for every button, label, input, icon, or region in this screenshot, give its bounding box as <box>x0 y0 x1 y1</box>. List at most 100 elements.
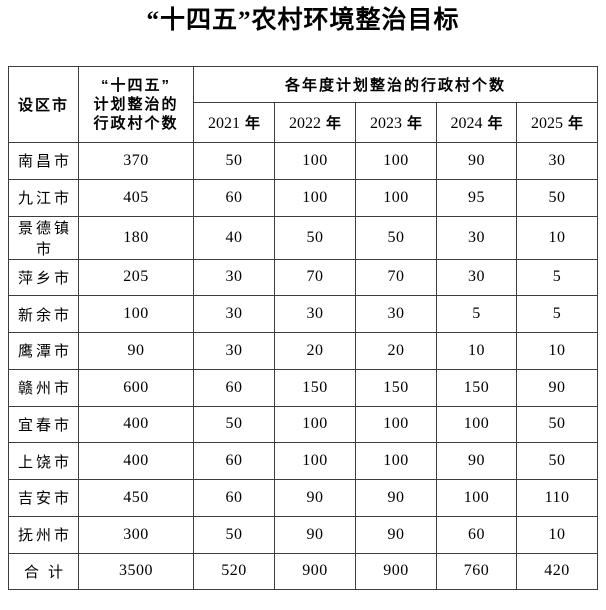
year-number: 2023 <box>369 115 402 132</box>
value-cell: 900 <box>355 552 437 591</box>
value-cell: 30 <box>193 295 275 333</box>
value-cell: 90 <box>78 332 194 370</box>
value-cell: 50 <box>515 178 599 217</box>
header-years-group-cell: 各年度计划整治的行政村个数 <box>192 66 599 103</box>
year-number: 2022 <box>288 115 321 132</box>
value-cell: 90 <box>274 479 356 517</box>
table-row: 上饶市 400 60 100 100 90 50 <box>8 442 599 480</box>
value-cell: 150 <box>436 368 517 407</box>
value-cell: 40 <box>193 215 275 260</box>
value-cell: 100 <box>274 442 356 480</box>
year-number: 2025 <box>531 115 564 132</box>
value-cell: 60 <box>436 515 517 554</box>
value-cell: 100 <box>274 178 356 217</box>
value-cell: 10 <box>515 332 599 370</box>
value-cell: 405 <box>78 178 194 217</box>
city-cell: 吉安市 <box>8 479 79 517</box>
city-cell: 鹰潭市 <box>8 332 79 370</box>
value-cell: 95 <box>436 178 517 217</box>
table-row: 吉安市 450 60 90 90 100 110 <box>8 479 599 517</box>
table-row: 新余市 100 30 30 30 5 5 <box>8 295 599 333</box>
table-row: 萍乡市 205 30 70 70 30 5 <box>8 258 599 297</box>
header-year-2022: 2022 年 <box>274 102 356 143</box>
total-row: 合计 3500 520 900 900 760 420 <box>8 552 599 591</box>
value-cell: 30 <box>274 295 356 333</box>
value-cell: 110 <box>515 479 599 517</box>
value-cell: 370 <box>78 142 194 180</box>
value-cell: 180 <box>78 215 194 260</box>
value-cell: 60 <box>193 178 275 217</box>
year-unit: 年 <box>568 115 584 132</box>
value-cell: 5 <box>515 295 599 333</box>
value-cell: 300 <box>78 515 194 554</box>
value-cell: 30 <box>436 258 517 297</box>
value-cell: 20 <box>355 332 437 370</box>
value-cell: 50 <box>515 405 599 444</box>
value-cell: 20 <box>274 332 356 370</box>
header-year-2025: 2025 年 <box>515 102 599 143</box>
value-cell: 100 <box>355 442 437 480</box>
table-row: 九江市 405 60 100 100 95 50 <box>8 178 599 217</box>
year-unit: 年 <box>244 115 260 132</box>
value-cell: 420 <box>515 552 599 591</box>
value-cell: 100 <box>355 405 437 444</box>
header-row-group: 设区市 “十四五” 计划整治的 行政村个数 各年度计划整治的行政村个数 <box>8 66 599 143</box>
value-cell: 10 <box>515 215 599 260</box>
value-cell: 30 <box>193 332 275 370</box>
header-plan-line: 计划整治的 <box>93 96 179 113</box>
value-cell: 60 <box>193 368 275 407</box>
value-cell: 90 <box>515 368 599 407</box>
header-plan-line: “十四五” <box>100 77 171 94</box>
value-cell: 50 <box>274 215 356 260</box>
year-number: 2024 <box>450 115 483 132</box>
value-cell: 400 <box>78 442 194 480</box>
value-cell: 520 <box>193 552 275 591</box>
value-cell: 90 <box>355 515 437 554</box>
value-cell: 10 <box>515 515 599 554</box>
value-cell: 70 <box>355 258 437 297</box>
value-cell: 90 <box>436 442 517 480</box>
value-cell: 100 <box>436 405 517 444</box>
value-cell: 100 <box>78 295 194 333</box>
document-page: “十四五”农村环境整治目标 设区市 “十四五” 计划整治的 行政村个数 各年度计… <box>0 6 606 591</box>
city-cell: 萍乡市 <box>8 258 79 297</box>
header-row-years: 2021 年 2022 年 2023 年 2024 年 2025 年 <box>9 102 599 143</box>
value-cell: 90 <box>436 142 517 180</box>
year-unit: 年 <box>406 115 422 132</box>
header-year-2021: 2021 年 <box>193 102 275 143</box>
value-cell: 400 <box>78 405 194 444</box>
value-cell: 90 <box>355 479 437 517</box>
header-year-2023: 2023 年 <box>355 102 437 143</box>
value-cell: 30 <box>193 258 275 297</box>
city-cell: 新余市 <box>8 295 79 333</box>
value-cell: 10 <box>436 332 517 370</box>
value-cell: 30 <box>515 142 599 180</box>
city-cell: 景德镇市 <box>8 215 79 260</box>
city-cell: 合计 <box>8 552 79 591</box>
city-cell: 宜春市 <box>8 405 79 444</box>
value-cell: 3500 <box>78 552 194 591</box>
value-cell: 100 <box>355 178 437 217</box>
value-cell: 70 <box>274 258 356 297</box>
header-year-2024: 2024 年 <box>436 102 517 143</box>
value-cell: 205 <box>78 258 194 297</box>
table-row: 宜春市 400 50 100 100 100 50 <box>8 405 599 444</box>
value-cell: 90 <box>274 515 356 554</box>
year-number: 2021 <box>207 115 240 132</box>
city-cell: 赣州市 <box>8 368 79 407</box>
value-cell: 60 <box>193 442 275 480</box>
value-cell: 50 <box>355 215 437 260</box>
value-cell: 100 <box>436 479 517 517</box>
value-cell: 450 <box>78 479 194 517</box>
value-cell: 30 <box>355 295 437 333</box>
header-city-cell: 设区市 <box>8 66 79 143</box>
value-cell: 50 <box>193 515 275 554</box>
value-cell: 100 <box>355 142 437 180</box>
year-unit: 年 <box>325 115 341 132</box>
table-row: 鹰潭市 90 30 20 20 10 10 <box>8 332 599 370</box>
header-plan-line: 行政村个数 <box>93 115 179 132</box>
page-title: “十四五”农村环境整治目标 <box>146 7 460 34</box>
city-cell: 上饶市 <box>8 442 79 480</box>
value-cell: 50 <box>515 442 599 480</box>
header-plan-cell: “十四五” 计划整治的 行政村个数 <box>78 66 194 143</box>
